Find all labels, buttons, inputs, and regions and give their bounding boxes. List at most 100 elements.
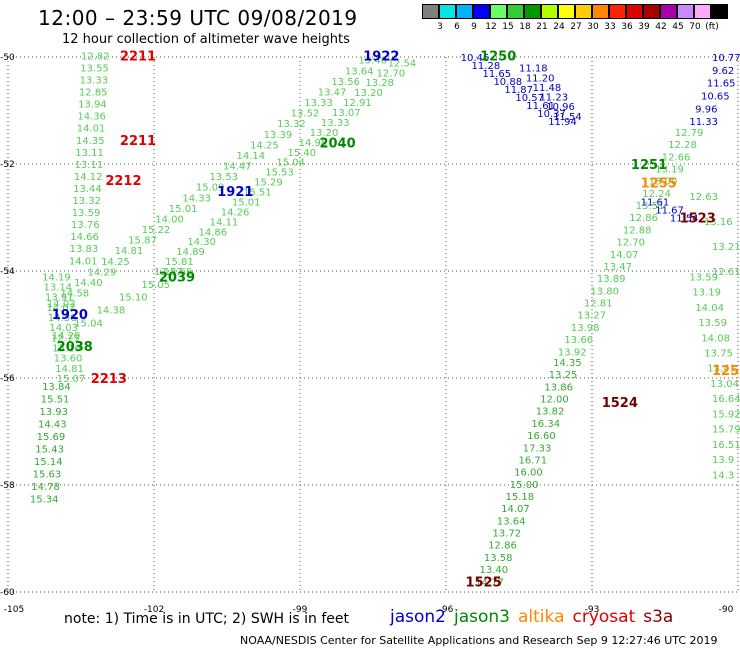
color-scale-swatch	[711, 4, 728, 19]
wave-height-value: 11.23	[539, 93, 568, 104]
pass-number-label: 2039	[159, 270, 195, 285]
color-scale-swatch	[422, 4, 439, 19]
color-scale-swatch	[439, 4, 456, 19]
altimeter-tracks: 12.8213.5513.3312.8513.9414.3614.0114.35…	[30, 51, 740, 588]
wave-height-value: 12.88	[623, 225, 652, 236]
wave-height-value: 13.83	[70, 244, 99, 255]
wave-height-value: 14.3	[712, 470, 734, 481]
color-scale-label: 9	[471, 22, 477, 32]
color-scale-swatch	[694, 4, 711, 19]
wave-height-value: 13.55	[80, 63, 109, 74]
wave-height-value: 14.33	[182, 193, 211, 204]
wave-height-value: 11.54	[670, 214, 699, 225]
wave-height-value: 14.25	[101, 257, 130, 268]
wave-height-value: 10.77	[712, 53, 740, 64]
wave-height-value: 13.94	[78, 100, 107, 111]
wave-height-value: 14.07	[501, 504, 530, 515]
color-scale-swatch	[643, 4, 660, 19]
pass-number-label: 1255	[641, 177, 677, 192]
wave-height-value: 16.00	[514, 468, 543, 479]
wave-height-value: 12.81	[584, 299, 613, 310]
longitude-tick-label: -99	[293, 605, 308, 615]
wave-height-value: 14.08	[701, 333, 730, 344]
wave-height-value: 12.70	[616, 238, 645, 249]
wave-height-value: 15.29	[254, 178, 283, 189]
wave-height-value: 15.40	[287, 148, 316, 159]
wave-height-value: 12.66	[662, 152, 691, 163]
wave-height-value: 14.81	[55, 364, 84, 375]
wave-height-value: 12.82	[81, 51, 110, 62]
wave-height-value: 13.51	[636, 201, 665, 212]
color-scale-swatch	[524, 4, 541, 19]
wave-height-value: 13.19	[692, 288, 721, 299]
wave-height-value: 12.86	[488, 541, 517, 552]
wave-height-value: 13.53	[209, 172, 238, 183]
wave-height-value: 13.72	[493, 529, 522, 540]
wave-height-value: 13.52	[291, 109, 320, 120]
wave-height-value: 14.03	[47, 299, 76, 310]
wave-height-value: 16.51	[712, 440, 740, 451]
wave-height-value: 13.21	[712, 242, 740, 253]
wave-height-value: 13.89	[597, 274, 626, 285]
wave-height-value: 15.63	[33, 469, 62, 480]
wave-height-value: 13.07	[332, 108, 361, 119]
wave-height-value: 14.81	[115, 246, 144, 257]
color-scale-label: 30	[587, 22, 599, 32]
wave-height-value: 13.82	[536, 407, 565, 418]
color-scale-swatch	[456, 4, 473, 19]
wave-height-value: 15.01	[232, 197, 261, 208]
wave-height-value: 15.92	[712, 409, 740, 420]
wave-height-value: 11.61	[526, 101, 555, 112]
latitude-tick-label: -52	[0, 160, 15, 170]
wave-height-value: 13.04	[710, 379, 739, 390]
wave-height-value: 13.56	[331, 77, 360, 88]
wave-height-value: 13.59	[689, 272, 718, 283]
wave-height-value: 13.98	[571, 323, 600, 334]
pass-number-label: 125	[712, 364, 739, 379]
wave-height-value: 14.35	[76, 136, 105, 147]
longitude-tick-label: -90	[719, 605, 734, 615]
wave-height-value: 14.86	[198, 227, 227, 238]
longitude-tick-label: -105	[4, 605, 24, 615]
color-scale-label: 42	[655, 22, 667, 32]
wave-height-value: 13.59	[698, 318, 727, 329]
wave-height-value: 10.57	[515, 93, 544, 104]
wave-height-value: 14.78	[31, 482, 60, 493]
pass-number-label: 1921	[217, 185, 253, 200]
wave-height-value: 13.32	[72, 196, 101, 207]
wave-height-value: 11.48	[533, 83, 562, 94]
wave-height-value: 13.92	[558, 347, 587, 358]
wave-height-value: 14.43	[38, 419, 67, 430]
wave-height-value: 13.41	[707, 364, 736, 375]
wave-height-value: 13.58	[484, 553, 513, 564]
legend-entry: jason2	[390, 607, 446, 627]
map-title: 12:00 – 23:59 UTC 09/08/2019	[38, 6, 358, 30]
latitude-tick-label: -54	[0, 267, 15, 277]
wave-height-value: 15.01	[169, 204, 198, 215]
wave-height-value: 11.54	[553, 112, 582, 123]
pass-number-label: 1525	[465, 575, 501, 590]
wave-height-value: 16.34	[531, 419, 560, 430]
wave-height-value: 15.69	[37, 432, 66, 443]
wave-height-value: 13.27	[577, 311, 606, 322]
wave-height-value: 12.85	[79, 88, 108, 99]
longitude-tick-label: -93	[585, 605, 600, 615]
wave-height-value: 13.11	[75, 160, 104, 171]
wave-height-value: 13.86	[544, 382, 573, 393]
wave-height-value: 10.88	[493, 77, 522, 88]
wave-height-value: 13.69	[164, 267, 193, 278]
wave-height-value: 13.9	[712, 455, 734, 466]
color-scale-swatch	[490, 4, 507, 19]
credit-line: NOAA/NESDIS Center for Satellite Applica…	[240, 634, 718, 647]
wave-height-value: 13.16	[704, 217, 733, 228]
pass-number-label: 1524	[602, 396, 638, 411]
wave-height-value: 14.04	[695, 303, 724, 314]
wave-height-value: 13.39	[264, 130, 293, 141]
wave-height-value: 14.58	[60, 289, 89, 300]
pass-number-label: 2213	[91, 372, 127, 387]
color-scale-swatch	[507, 4, 524, 19]
wave-height-value: 11.65	[707, 79, 736, 90]
wave-height-value: 12.75	[51, 333, 80, 344]
wave-height-value: 13.32	[277, 119, 306, 130]
